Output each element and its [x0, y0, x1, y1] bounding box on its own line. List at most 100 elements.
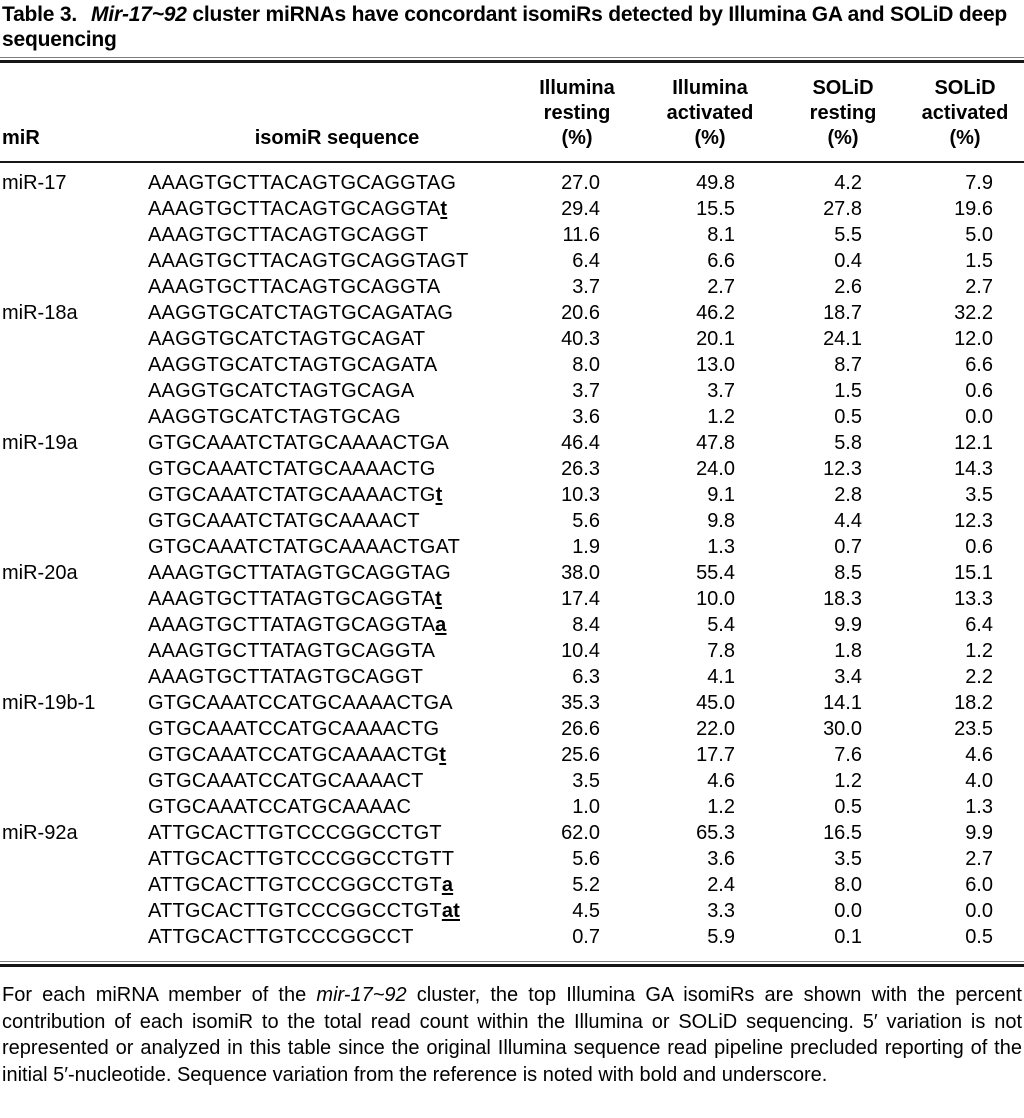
percent-value-cell: 27.0: [561, 172, 600, 194]
percent-value-cell: 9.8: [707, 510, 735, 532]
isomir-sequence-cell: GTGCAAATCCATGCAAAACTGt: [148, 744, 447, 766]
mir-name-cell: [0, 586, 148, 612]
table-row: ATTGCACTTGTCCCGGCCTGTT 5.6 3.6 3.5 2.7: [0, 846, 1024, 872]
percent-value-cell: 3.7: [572, 276, 600, 298]
percent-value-cell: 0.0: [965, 406, 993, 428]
table-row: AAAGTGCTTACAGTGCAGGTAt 29.4 15.5 27.8 19.6: [0, 196, 1024, 222]
percent-value-cell: 6.4: [965, 614, 993, 636]
percent-value-cell: 3.5: [572, 770, 600, 792]
percent-value-cell: 1.2: [707, 796, 735, 818]
table-row: ATTGCACTTGTCCCGGCCTGTat 4.5 3.3 0.0 0.0: [0, 898, 1024, 924]
percent-value-cell: 12.3: [954, 510, 993, 532]
table-row: GTGCAAATCCATGCAAAACT 3.5 4.6 1.2 4.0: [0, 768, 1024, 794]
table-row: AAAGTGCTTATAGTGCAGGTAt 17.4 10.0 18.3 13.3: [0, 586, 1024, 612]
isomir-sequence-cell: AAGGTGCATCTAGTGCAGATA: [148, 354, 438, 376]
percent-value-cell: 49.8: [696, 172, 735, 194]
table-row: GTGCAAATCCATGCAAAACTG 26.6 22.0 30.0 23.5: [0, 716, 1024, 742]
mir-name-cell: miR-17: [2, 172, 67, 194]
percent-value-cell: 1.5: [965, 250, 993, 272]
percent-value-cell: 32.2: [954, 302, 993, 324]
isomir-table: miR isomiR sequence Illumina resting (%) I…: [0, 63, 1024, 950]
percent-value-cell: 1.2: [707, 406, 735, 428]
header-line: Illumina: [539, 77, 615, 99]
percent-value-cell: 24.1: [823, 328, 862, 350]
percent-value-cell: 10.4: [561, 640, 600, 662]
percent-value-cell: 6.6: [965, 354, 993, 376]
mir-name-cell: [0, 404, 148, 430]
percent-value-cell: 2.2: [965, 666, 993, 688]
percent-value-cell: 4.6: [965, 744, 993, 766]
table-row: miR-18a AAGGTGCATCTAGTGCAGATAG 20.6 46.2 18.…: [0, 300, 1024, 326]
mir-name-cell: [0, 638, 148, 664]
table-row: AAAGTGCTTATAGTGCAGGT 6.3 4.1 3.4 2.2: [0, 664, 1024, 690]
percent-value-cell: 5.6: [572, 510, 600, 532]
table-row: AAAGTGCTTATAGTGCAGGTAa 8.4 5.4 9.9 6.4: [0, 612, 1024, 638]
isomir-sequence-cell: AAGGTGCATCTAGTGCAG: [148, 406, 401, 428]
table-number-label: Table 3.: [2, 3, 78, 26]
table-row: GTGCAAATCCATGCAAAAC 1.0 1.2 0.5 1.3: [0, 794, 1024, 820]
sequence-variant: t: [440, 198, 448, 220]
percent-value-cell: 38.0: [561, 562, 600, 584]
percent-value-cell: 12.1: [954, 432, 993, 454]
top-divider: [0, 57, 1024, 63]
isomir-sequence-cell: AAAGTGCTTATAGTGCAGGTA: [148, 640, 436, 662]
percent-value-cell: 2.4: [707, 874, 735, 896]
mir-name-cell: [0, 716, 148, 742]
mir-name-cell: miR-20a: [2, 562, 78, 584]
sequence-variant: a: [435, 614, 447, 636]
percent-value-cell: 2.8: [834, 484, 862, 506]
percent-value-cell: 0.4: [834, 250, 862, 272]
percent-value-cell: 6.3: [572, 666, 600, 688]
percent-value-cell: 10.3: [561, 484, 600, 506]
mir-name-cell: [0, 664, 148, 690]
percent-value-cell: 47.8: [696, 432, 735, 454]
percent-value-cell: 12.3: [823, 458, 862, 480]
table-row: GTGCAAATCTATGCAAAACTGt 10.3 9.1 2.8 3.5: [0, 482, 1024, 508]
column-header-illumina-activated: Illumina activated (%): [635, 63, 770, 163]
mir-name-cell: miR-19a: [2, 432, 78, 454]
mir-name-cell: [0, 846, 148, 872]
percent-value-cell: 27.8: [823, 198, 862, 220]
percent-value-cell: 7.6: [834, 744, 862, 766]
table-row: miR-19a GTGCAAATCTATGCAAAACTGA 46.4 47.8 5.8…: [0, 430, 1024, 456]
percent-value-cell: 26.3: [561, 458, 600, 480]
percent-value-cell: 46.4: [561, 432, 600, 454]
percent-value-cell: 6.4: [572, 250, 600, 272]
percent-value-cell: 55.4: [696, 562, 735, 584]
mir-name-cell: [0, 768, 148, 794]
header-line: (%): [694, 127, 726, 149]
percent-value-cell: 20.1: [696, 328, 735, 350]
table-row: AAGGTGCATCTAGTGCAGATA 8.0 13.0 8.7 6.6: [0, 352, 1024, 378]
header-line: SOLiD: [934, 77, 996, 99]
percent-value-cell: 22.0: [696, 718, 735, 740]
percent-value-cell: 2.7: [965, 276, 993, 298]
mir-name-cell: [0, 274, 148, 300]
percent-value-cell: 0.0: [965, 900, 993, 922]
percent-value-cell: 4.6: [707, 770, 735, 792]
isomir-sequence-cell: AAGGTGCATCTAGTGCAGATAG: [148, 302, 454, 324]
table-footnote: For each miRNA member of the mir-17~92 c…: [2, 982, 1022, 1088]
percent-value-cell: 2.7: [707, 276, 735, 298]
percent-value-cell: 9.9: [834, 614, 862, 636]
percent-value-cell: 0.5: [834, 796, 862, 818]
percent-value-cell: 1.9: [572, 536, 600, 558]
percent-value-cell: 0.5: [965, 926, 993, 948]
percent-value-cell: 1.0: [572, 796, 600, 818]
percent-value-cell: 3.3: [707, 900, 735, 922]
table-header: miR isomiR sequence Illumina resting (%) I…: [0, 63, 1024, 163]
table-title-gene-cluster: Mir-17~92: [91, 3, 187, 26]
percent-value-cell: 0.6: [965, 380, 993, 402]
column-header-solid-resting: SOLiD resting (%): [770, 63, 898, 163]
percent-value-cell: 3.6: [707, 848, 735, 870]
percent-value-cell: 13.3: [954, 588, 993, 610]
percent-value-cell: 14.3: [954, 458, 993, 480]
percent-value-cell: 0.6: [965, 536, 993, 558]
percent-value-cell: 5.8: [834, 432, 862, 454]
percent-value-cell: 45.0: [696, 692, 735, 714]
header-line: resting: [543, 102, 611, 124]
percent-value-cell: 8.7: [834, 354, 862, 376]
mir-name-cell: [0, 196, 148, 222]
percent-value-cell: 2.7: [965, 848, 993, 870]
mir-name-cell: [0, 898, 148, 924]
percent-value-cell: 46.2: [696, 302, 735, 324]
